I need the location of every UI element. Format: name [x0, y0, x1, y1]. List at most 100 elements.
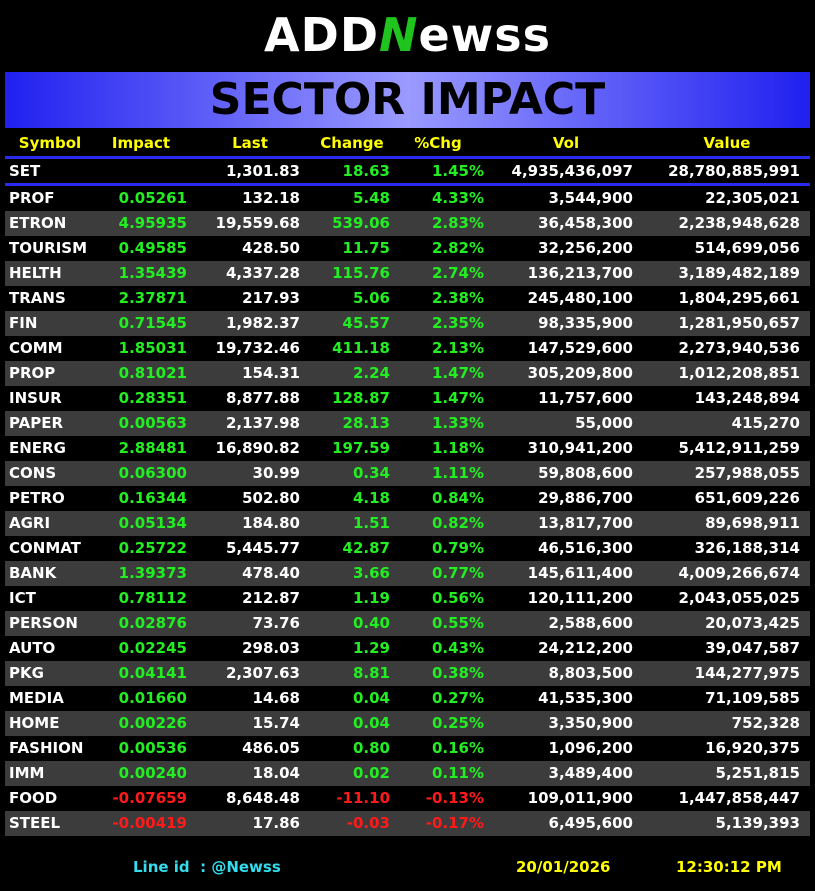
cell: 298.03: [242, 639, 300, 657]
cell: 0.49585: [118, 239, 187, 257]
cell: PKG: [9, 664, 44, 682]
cell: BANK: [9, 564, 57, 582]
table-row: PAPER 0.00563 2,137.98 28.13 1.33% 55,000 415,…: [5, 411, 810, 436]
table-row: PROP 0.81021 154.31 2.24 1.47% 305,209,800 1,0…: [5, 361, 810, 386]
cell: 3,489,400: [548, 764, 633, 782]
cell: 2,238,948,628: [678, 214, 800, 232]
cell: 128.87: [332, 389, 390, 407]
cell: 1,281,950,657: [678, 314, 800, 332]
column-header: Impact: [111, 134, 171, 152]
cell: 310,941,200: [527, 439, 633, 457]
cell: 32,256,200: [538, 239, 633, 257]
column-header: Symbol: [18, 134, 82, 152]
cell: 147,529,600: [527, 339, 633, 357]
cell: 71,109,585: [705, 689, 800, 707]
cell: 4.18: [352, 489, 390, 507]
cell: ICT: [9, 589, 36, 607]
table-row: TRANS 2.37871 217.93 5.06 2.38% 245,480,100 1,…: [5, 286, 810, 311]
cell: 415,270: [731, 414, 800, 432]
cell: 16,920,375: [705, 739, 800, 757]
cell: 2.37871: [118, 289, 187, 307]
table-row: TOURISM 0.49585 428.50 11.75 2.82% 32,256,200…: [5, 236, 810, 261]
cell: 4.33%: [431, 189, 484, 207]
cell: 19,559.68: [215, 214, 300, 232]
column-header: Value: [703, 134, 751, 152]
cell: 8,803,500: [548, 664, 633, 682]
cell: 0.04141: [118, 664, 187, 682]
cell: 109,011,900: [527, 789, 633, 807]
cell: 13,817,700: [538, 514, 633, 532]
cell: 55,000: [575, 414, 633, 432]
cell: 1.19: [352, 589, 390, 607]
cell: 73.76: [252, 614, 300, 632]
table-row: PKG 0.04141 2,307.63 8.81 0.38% 8,803,500 144,…: [5, 661, 810, 686]
table-row: INSUR 0.28351 8,877.88 128.87 1.47% 11,757,60…: [5, 386, 810, 411]
cell: FOOD: [9, 789, 58, 807]
cell: CONS: [9, 464, 57, 482]
cell: 0.00563: [118, 414, 187, 432]
cell: 0.01660: [118, 689, 187, 707]
cell: 1.85031: [118, 339, 187, 357]
cell: 502.80: [242, 489, 300, 507]
cell: 0.25722: [118, 539, 187, 557]
cell: 0.02876: [118, 614, 187, 632]
cell: HELTH: [9, 264, 62, 282]
table-row: FIN 0.71545 1,982.37 45.57 2.35% 98,335,900 1,…: [5, 311, 810, 336]
cell: 1.45%: [431, 162, 484, 180]
cell: 1,301.83: [225, 162, 300, 180]
cell: 28,780,885,991: [668, 162, 800, 180]
cell: 1,012,208,851: [678, 364, 800, 382]
cell: 2.74%: [431, 264, 484, 282]
logo-part: ADD: [264, 8, 379, 62]
cell: PAPER: [9, 414, 64, 432]
cell: 1.18%: [431, 439, 484, 457]
column-header: %Chg: [414, 134, 462, 152]
cell: 5.06: [352, 289, 390, 307]
cell: 2,043,055,025: [678, 589, 800, 607]
cell: -0.17%: [425, 814, 484, 832]
cell: 0.16%: [431, 739, 484, 757]
cell: TRANS: [9, 289, 66, 307]
cell: STEEL: [9, 814, 61, 832]
cell: 1.29: [352, 639, 390, 657]
cell: 2,588,600: [548, 614, 633, 632]
table-row: IMM 0.00240 18.04 0.02 0.11% 3,489,400 5,251,8…: [5, 761, 810, 786]
cell: 0.00240: [118, 764, 187, 782]
cell: TOURISM: [9, 239, 88, 257]
cell: 24,212,200: [538, 639, 633, 657]
cell: -0.07659: [112, 789, 187, 807]
cell: 20,073,425: [705, 614, 800, 632]
cell: ENERG: [9, 439, 66, 457]
table-row: COMM 1.85031 19,732.46 411.18 2.13% 147,529,6…: [5, 336, 810, 361]
cell: 1.47%: [431, 364, 484, 382]
cell: 0.80: [352, 739, 390, 757]
column-header: Change: [320, 134, 384, 152]
cell: 217.93: [242, 289, 300, 307]
cell: IMM: [9, 764, 45, 782]
table-row: CONS 0.06300 30.99 0.34 1.11% 59,808,600 257,9…: [5, 461, 810, 486]
cell: 5,445.77: [225, 539, 300, 557]
cell: 15.74: [252, 714, 300, 732]
cell: 59,808,600: [538, 464, 633, 482]
cell: 4.95935: [118, 214, 187, 232]
time: 12:30:12 PM: [676, 858, 782, 876]
cell: 17.86: [252, 814, 300, 832]
index-row: SET 1,301.83 18.63 1.45% 4,935,436,097 28,780…: [5, 159, 810, 184]
table-row: ENERG 2.88481 16,890.82 197.59 1.18% 310,941,…: [5, 436, 810, 461]
cell: 0.00226: [118, 714, 187, 732]
cell: 120,111,200: [527, 589, 633, 607]
table-row: ETRON 4.95935 19,559.68 539.06 2.83% 36,458,3…: [5, 211, 810, 236]
cell: 14.68: [252, 689, 300, 707]
cell: PROF: [9, 189, 55, 207]
cell: 19,732.46: [215, 339, 300, 357]
cell: 0.28351: [118, 389, 187, 407]
cell: 39,047,587: [705, 639, 800, 657]
cell: 0.77%: [431, 564, 484, 582]
cell: 0.82%: [431, 514, 484, 532]
cell: INSUR: [9, 389, 62, 407]
cell: PETRO: [9, 489, 65, 507]
cell: 89,698,911: [705, 514, 800, 532]
cell: 651,609,226: [694, 489, 800, 507]
cell: 212.87: [242, 589, 300, 607]
